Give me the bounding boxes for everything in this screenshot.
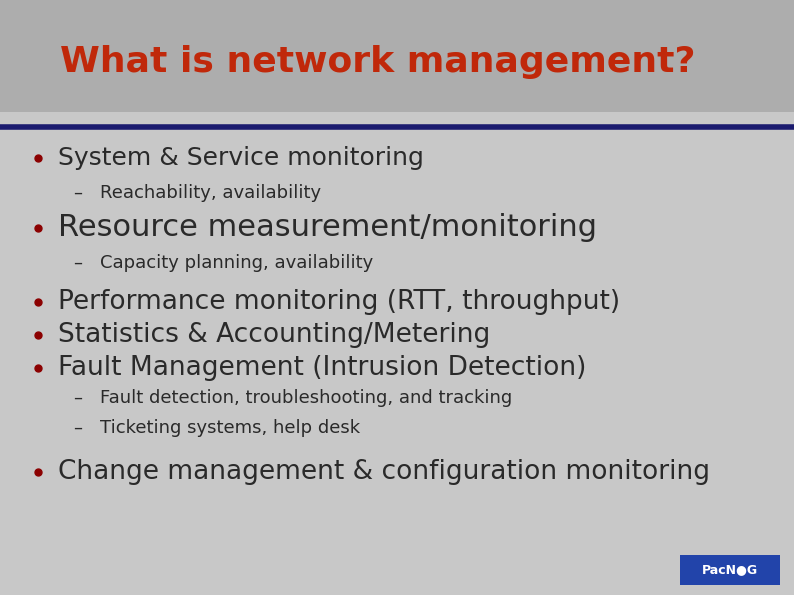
Text: Reachability, availability: Reachability, availability	[100, 184, 321, 202]
Text: –: –	[74, 184, 83, 202]
Text: PacN●G: PacN●G	[702, 563, 758, 577]
Text: What is network management?: What is network management?	[60, 45, 696, 79]
Text: –: –	[74, 254, 83, 272]
Bar	[0, 0, 794, 112]
Text: System & Service monitoring: System & Service monitoring	[58, 146, 424, 170]
Text: Fault detection, troubleshooting, and tracking: Fault detection, troubleshooting, and tr…	[100, 389, 512, 407]
Text: Resource measurement/monitoring: Resource measurement/monitoring	[58, 214, 597, 243]
Text: –: –	[74, 389, 83, 407]
Text: –: –	[74, 419, 83, 437]
Bar	[680, 555, 780, 585]
Text: Change management & configuration monitoring: Change management & configuration monito…	[58, 459, 710, 485]
Text: Performance monitoring (RTT, throughput): Performance monitoring (RTT, throughput)	[58, 289, 620, 315]
Text: Fault Management (Intrusion Detection): Fault Management (Intrusion Detection)	[58, 355, 587, 381]
Text: Capacity planning, availability: Capacity planning, availability	[100, 254, 373, 272]
Text: Ticketing systems, help desk: Ticketing systems, help desk	[100, 419, 360, 437]
Text: Statistics & Accounting/Metering: Statistics & Accounting/Metering	[58, 322, 490, 348]
